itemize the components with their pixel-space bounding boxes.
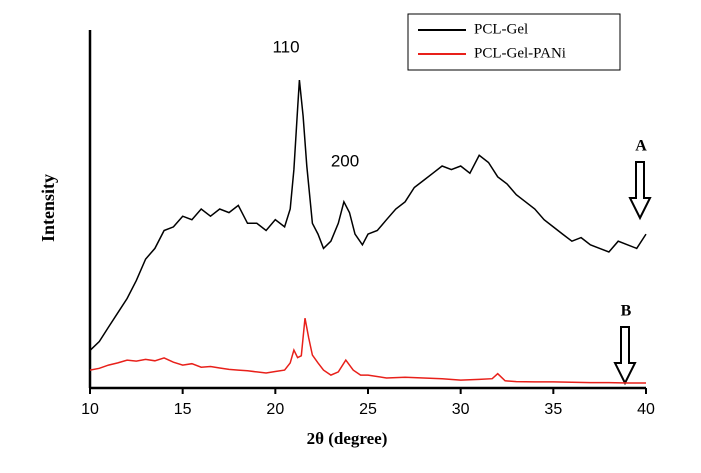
legend-label: PCL-Gel [474,21,528,37]
data-line [89,80,647,351]
data-line [89,318,646,384]
x-tick-label: 15 [174,401,192,418]
arrow-a [628,161,652,221]
annotation: 200 [331,151,359,170]
annotation: B [621,303,632,320]
x-tick-label: 40 [637,401,655,418]
x-tick-label: 25 [359,401,377,418]
legend-box [407,13,621,71]
annotation: 110 [272,37,299,56]
x-tick-label: 20 [266,401,284,418]
arrow-b [613,326,637,386]
x-tick-label: 10 [81,401,99,418]
x-tick-label: 35 [544,401,562,418]
x-tick-label: 30 [452,401,470,418]
legend-label: PCL-Gel-PANi [474,45,566,61]
x-axis-label: 2θ (degree) [307,429,388,448]
annotation: A [635,138,647,155]
y-axis-label: Intensity [38,174,58,242]
